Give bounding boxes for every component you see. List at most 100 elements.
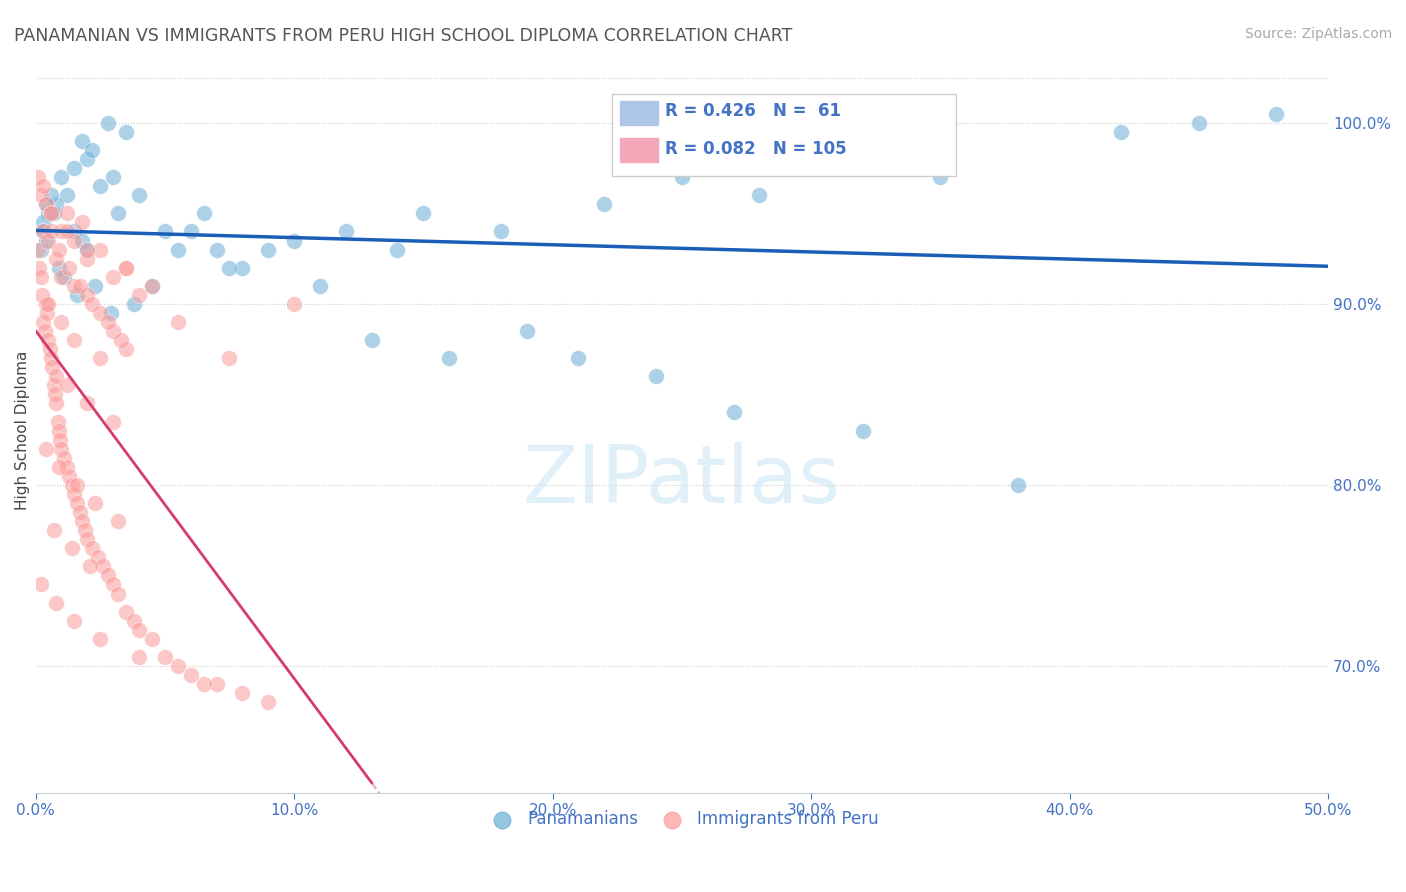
Point — [89, 179, 111, 194]
Point — [166, 659, 188, 673]
Point — [42, 523, 65, 537]
Point — [101, 324, 124, 338]
Point — [70, 514, 93, 528]
Point — [76, 288, 98, 302]
Point — [84, 496, 107, 510]
Point — [128, 649, 150, 664]
Point — [283, 297, 305, 311]
Point — [101, 577, 124, 591]
Point — [193, 677, 215, 691]
Point — [27, 243, 49, 257]
Point — [1265, 107, 1288, 121]
Point — [55, 378, 77, 392]
Point — [63, 161, 86, 175]
Point — [101, 415, 124, 429]
Point — [35, 442, 58, 456]
Point — [128, 188, 150, 202]
Point — [39, 188, 62, 202]
Point — [122, 614, 145, 628]
Text: PANAMANIAN VS IMMIGRANTS FROM PERU HIGH SCHOOL DIPLOMA CORRELATION CHART: PANAMANIAN VS IMMIGRANTS FROM PERU HIGH … — [14, 27, 793, 45]
Point — [180, 224, 202, 238]
Point — [53, 269, 76, 284]
Point — [89, 306, 111, 320]
Point — [45, 252, 67, 266]
Point — [39, 206, 62, 220]
Point — [97, 315, 120, 329]
Point — [63, 234, 86, 248]
Point — [257, 695, 280, 709]
Point — [645, 369, 668, 384]
Point — [89, 351, 111, 366]
Point — [153, 224, 176, 238]
Text: R = 0.426   N =  61: R = 0.426 N = 61 — [665, 103, 841, 120]
Point — [51, 269, 73, 284]
Point — [412, 206, 434, 220]
Point — [45, 369, 67, 384]
Point — [58, 260, 80, 275]
Point — [76, 152, 98, 166]
Point — [115, 260, 138, 275]
Point — [39, 351, 62, 366]
Point — [66, 496, 89, 510]
Point — [748, 188, 770, 202]
Point — [42, 378, 65, 392]
Point — [115, 605, 138, 619]
Point — [141, 632, 163, 646]
Point — [516, 324, 538, 338]
Point — [45, 396, 67, 410]
Point — [49, 433, 72, 447]
Point — [55, 206, 77, 220]
Point — [69, 505, 91, 519]
Point — [79, 559, 101, 574]
Point — [671, 170, 693, 185]
Point — [231, 686, 253, 700]
Point — [28, 260, 51, 275]
Point — [63, 614, 86, 628]
Point — [30, 188, 52, 202]
Point — [122, 297, 145, 311]
Point — [48, 424, 70, 438]
Point — [86, 550, 108, 565]
Point — [153, 649, 176, 664]
Point — [1111, 125, 1133, 139]
Point — [51, 442, 73, 456]
Point — [128, 288, 150, 302]
Point — [70, 134, 93, 148]
Point — [89, 243, 111, 257]
Point — [82, 143, 104, 157]
Point — [63, 487, 86, 501]
Point — [76, 243, 98, 257]
Point — [35, 234, 58, 248]
Point — [84, 278, 107, 293]
Point — [73, 523, 96, 537]
Point — [97, 568, 120, 582]
Point — [45, 596, 67, 610]
Point — [35, 197, 58, 211]
Point — [63, 278, 86, 293]
Y-axis label: High School Diploma: High School Diploma — [15, 351, 30, 510]
Point — [283, 234, 305, 248]
Point — [115, 125, 138, 139]
Point — [852, 424, 875, 438]
Point — [69, 278, 91, 293]
Point — [107, 206, 129, 220]
Point — [53, 450, 76, 465]
Point — [58, 468, 80, 483]
Point — [41, 360, 63, 375]
Point — [55, 459, 77, 474]
Point — [218, 351, 240, 366]
Point — [1007, 478, 1029, 492]
Point — [97, 116, 120, 130]
Point — [30, 577, 52, 591]
Point — [76, 532, 98, 546]
Point — [60, 478, 83, 492]
Point — [101, 269, 124, 284]
Point — [101, 170, 124, 185]
Point — [335, 224, 357, 238]
Point — [39, 224, 62, 238]
Point — [76, 396, 98, 410]
Point — [76, 252, 98, 266]
Point — [141, 278, 163, 293]
Point — [115, 342, 138, 356]
Point — [35, 297, 58, 311]
